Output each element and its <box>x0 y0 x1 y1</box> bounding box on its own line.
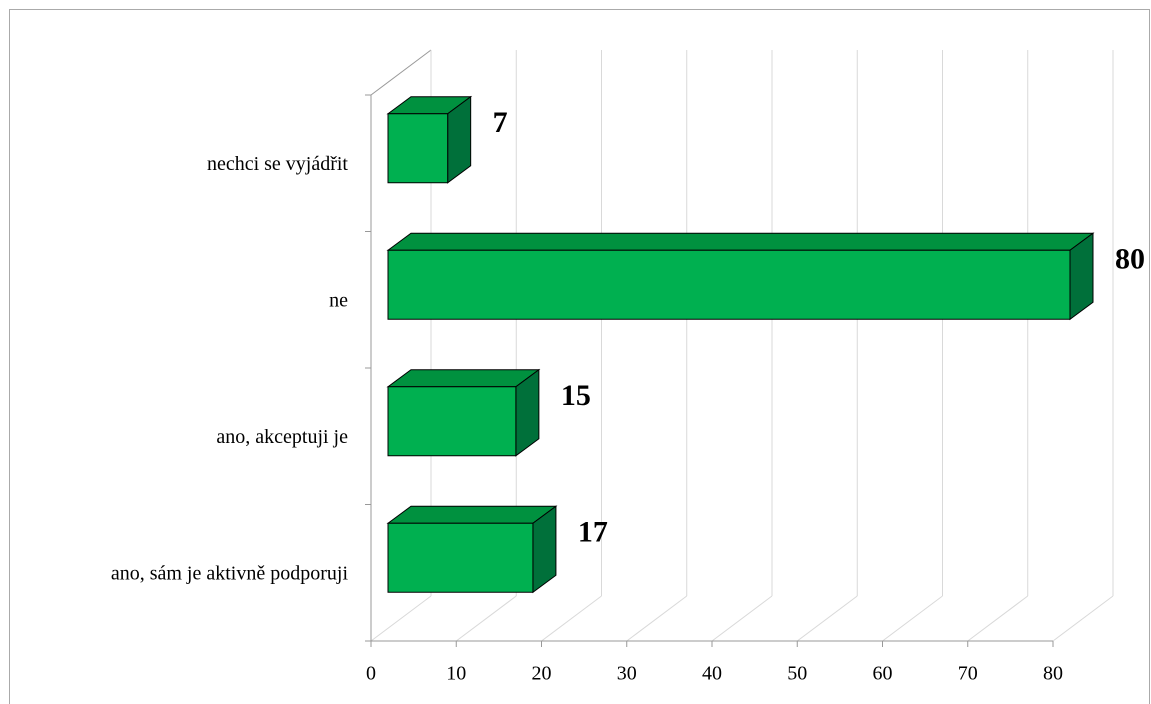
y-tick-label: ne <box>329 289 348 311</box>
x-tick-label: 10 <box>446 663 466 685</box>
x-tick-label: 50 <box>787 663 807 685</box>
grid-floor <box>370 595 432 642</box>
bar-top <box>386 505 558 524</box>
chart-frame <box>9 9 1150 704</box>
y-tick-label: nechci se vyjádřit <box>207 153 348 175</box>
grid-floor <box>1052 595 1114 642</box>
grid-floor <box>967 595 1029 642</box>
bar-top <box>386 232 1095 251</box>
x-tick-label: 80 <box>1043 663 1063 685</box>
bar <box>387 249 1071 320</box>
value-label: 17 <box>578 516 608 549</box>
grid-floor <box>626 595 688 642</box>
bar-top <box>386 369 541 388</box>
grid-floor <box>882 595 943 642</box>
x-tick-label: 0 <box>366 663 376 685</box>
x-tick-label: 40 <box>702 663 722 685</box>
grid-floor <box>796 595 858 642</box>
y-tick-label: ano, akceptuji je <box>216 426 348 448</box>
x-tick-label: 30 <box>617 663 637 685</box>
y-tick-label: ano, sám je aktivně podporuji <box>111 562 349 584</box>
value-label: 7 <box>493 106 508 139</box>
value-label: 80 <box>1115 243 1145 276</box>
x-tick-label: 70 <box>958 663 978 685</box>
x-tick-label: 60 <box>873 663 893 685</box>
bar <box>387 386 517 457</box>
grid-floor <box>711 595 773 642</box>
bar <box>387 522 534 593</box>
grid-floor <box>541 595 602 642</box>
back-wall-edge <box>370 49 432 96</box>
value-label: 15 <box>561 379 591 412</box>
grid-floor <box>455 595 517 642</box>
x-tick-label: 20 <box>532 663 552 685</box>
bar <box>387 113 449 184</box>
